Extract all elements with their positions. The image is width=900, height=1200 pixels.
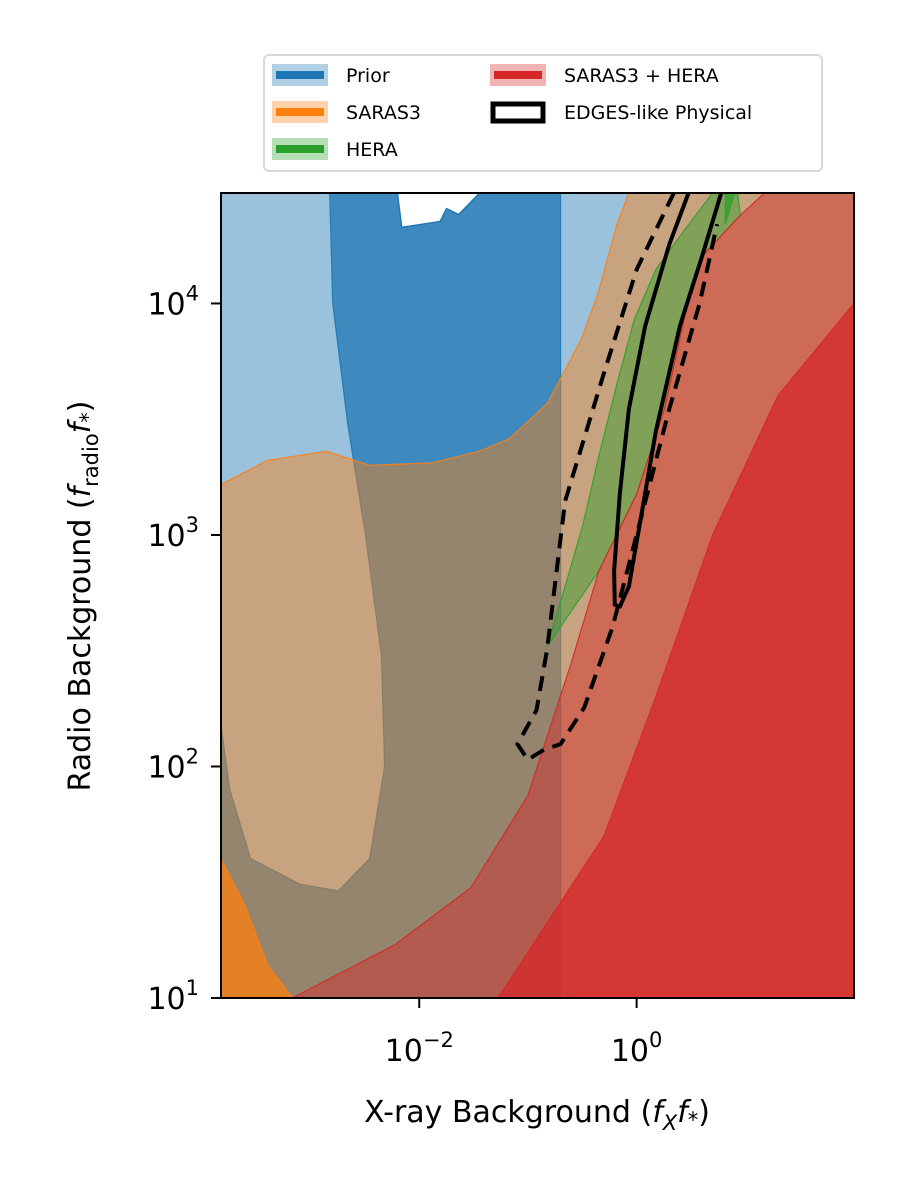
x-axis-label: X-ray Background (fXf*) (364, 1095, 710, 1135)
saras3-inner-region (221, 858, 294, 998)
legend-label: EDGES-like Physical (564, 102, 752, 124)
x-tick-label: 100 (611, 1028, 663, 1069)
contour-fills (221, 193, 854, 998)
legend-entry-prior: Prior (272, 64, 390, 87)
x-tick-label: 10−2 (385, 1028, 454, 1069)
legend-label: HERA (346, 139, 398, 161)
x-axis-ticks: 10−2 100 (385, 998, 663, 1069)
legend-entry-hera: HERA (272, 138, 398, 161)
edges-like-physical-inner-contour (612, 193, 724, 609)
legend-entry-saras3-hera: SARAS3 + HERA (490, 64, 719, 87)
legend-entry-edges-like-physical: EDGES-like Physical (490, 101, 752, 124)
legend-swatch-bar (276, 71, 324, 79)
contour-lines (515, 193, 724, 762)
y-tick-label: 103 (147, 513, 199, 554)
y-axis-ticks: 101 102 103 104 (147, 281, 221, 1017)
plot-area (221, 193, 854, 998)
y-tick-label: 101 (147, 976, 199, 1017)
plot-frame (220, 192, 855, 999)
legend-swatch-bar (276, 145, 324, 153)
legend-entry-saras3: SARAS3 (272, 101, 421, 124)
prior-inner-region (221, 193, 562, 998)
legend-swatch (490, 101, 546, 124)
legend-swatch-bar (276, 108, 324, 116)
legend-swatch-bar (494, 71, 542, 79)
hera-inner-region (724, 193, 736, 225)
saras3-hera-inner-region (497, 302, 854, 998)
prior-outer-hole (396, 193, 481, 229)
legend-label: SARAS3 (346, 102, 421, 124)
y-axis-label: Radio Background (fradiof*) (63, 401, 103, 792)
legend: Prior SARAS3 HERA SARAS3 + HERA EDGES-like P… (263, 54, 823, 172)
y-tick-label: 104 (147, 281, 199, 322)
y-tick-label: 102 (147, 744, 199, 785)
legend-label: SARAS3 + HERA (564, 65, 719, 87)
legend-label: Prior (346, 65, 390, 87)
edges-like-physical-outer-contour (515, 193, 720, 762)
